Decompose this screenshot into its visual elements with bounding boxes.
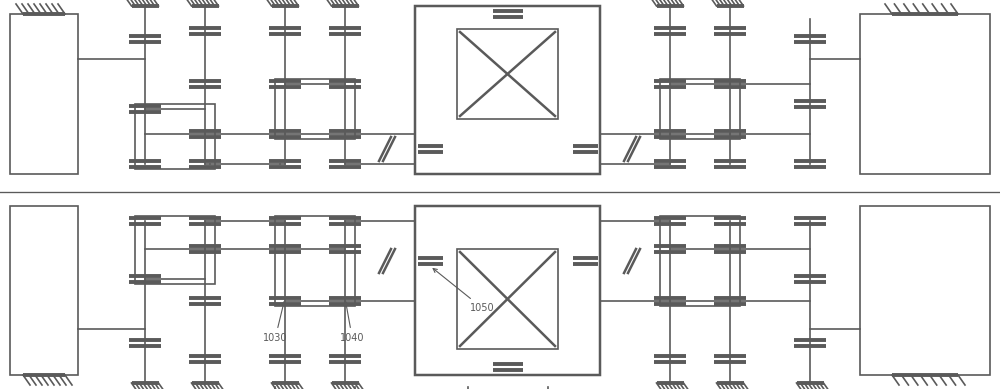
Bar: [415, 206, 600, 375]
Bar: [275, 79, 355, 139]
Bar: [860, 206, 990, 375]
Bar: [660, 216, 740, 306]
Bar: [10, 14, 78, 174]
Bar: [135, 104, 215, 169]
Text: 1050: 1050: [433, 268, 495, 313]
Bar: [660, 79, 740, 139]
Bar: [457, 249, 558, 349]
Text: 1040: 1040: [340, 302, 364, 343]
Text: 1030: 1030: [263, 302, 288, 343]
Bar: [135, 216, 215, 284]
Bar: [275, 216, 355, 306]
Bar: [457, 29, 558, 119]
Bar: [10, 206, 78, 375]
Bar: [415, 6, 600, 174]
Bar: [860, 14, 990, 174]
